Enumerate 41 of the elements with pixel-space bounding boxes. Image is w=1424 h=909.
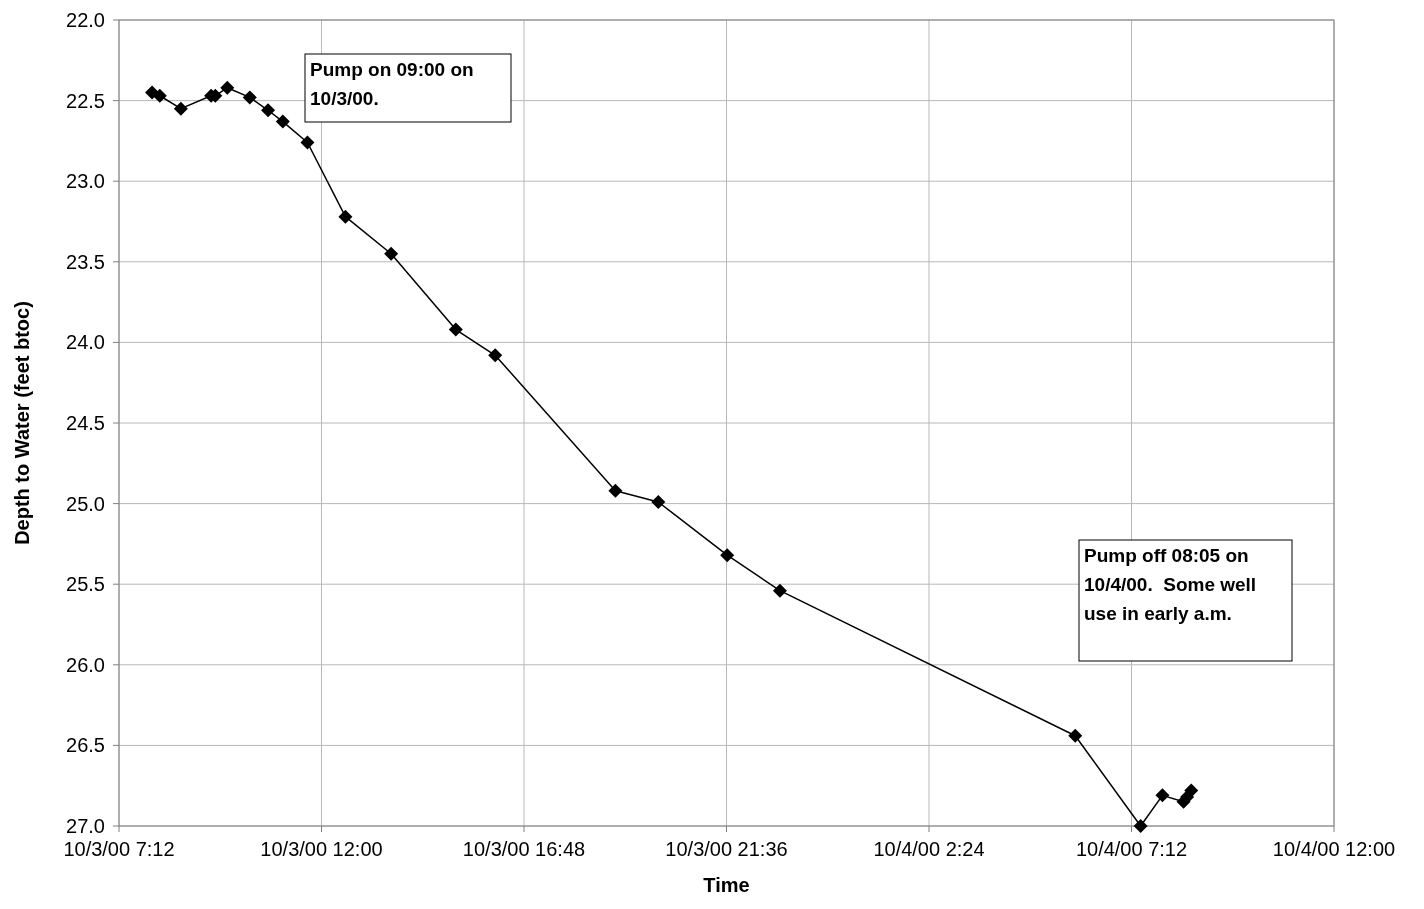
point — [384, 246, 399, 261]
point — [608, 483, 623, 498]
y-tick-label: 24.0 — [66, 331, 105, 354]
point — [720, 548, 735, 563]
y-tick-label: 24.5 — [66, 412, 105, 434]
y-tick-label: 26.5 — [66, 734, 105, 757]
point — [1155, 788, 1170, 803]
point — [300, 135, 315, 150]
point — [651, 494, 666, 509]
annotation: Pump on 09:00 on 10/3/00. — [310, 59, 474, 109]
x-tick-label: 10/4/00 7:12 — [1075, 838, 1188, 860]
point — [1068, 728, 1083, 743]
point — [772, 583, 787, 598]
point — [1184, 783, 1199, 798]
point — [338, 209, 353, 224]
point — [1133, 819, 1148, 833]
point — [261, 103, 276, 118]
x-axis-title: Time — [703, 874, 750, 896]
y-tick-label: 22.0 — [66, 9, 105, 31]
x-tick-label: 10/3/00 12:00 — [260, 838, 383, 860]
point — [152, 88, 167, 103]
point — [173, 101, 188, 116]
point — [448, 322, 463, 337]
y-tick-label: 25.5 — [66, 573, 105, 596]
point — [242, 90, 257, 105]
y-tick-label: 23.0 — [66, 170, 105, 193]
x-tick-label: 10/3/00 21:36 — [665, 838, 788, 860]
x-tick-label: 10/3/00 16:48 — [462, 838, 586, 860]
y-tick-label: 22.5 — [66, 89, 105, 112]
y-tick-label: 25.0 — [66, 492, 105, 515]
y-tick-label: 27.0 — [66, 815, 105, 837]
x-tick-label: 10/4/00 12:00 — [1272, 838, 1396, 860]
x-tick-label: 10/4/00 2:24 — [873, 838, 985, 860]
y-tick-label: 23.5 — [66, 250, 105, 273]
y-axis-title: Depth to Water (feet btoc) — [11, 301, 33, 545]
y-tick-label: 26.0 — [66, 653, 105, 676]
point — [488, 348, 503, 363]
annotation: Pump off 08:05 on 10/4/00. Some well use in early a.m. — [1084, 545, 1257, 624]
x-tick-label: 10/3/00 7:12 — [63, 838, 175, 860]
point — [275, 114, 290, 129]
point — [220, 80, 235, 95]
